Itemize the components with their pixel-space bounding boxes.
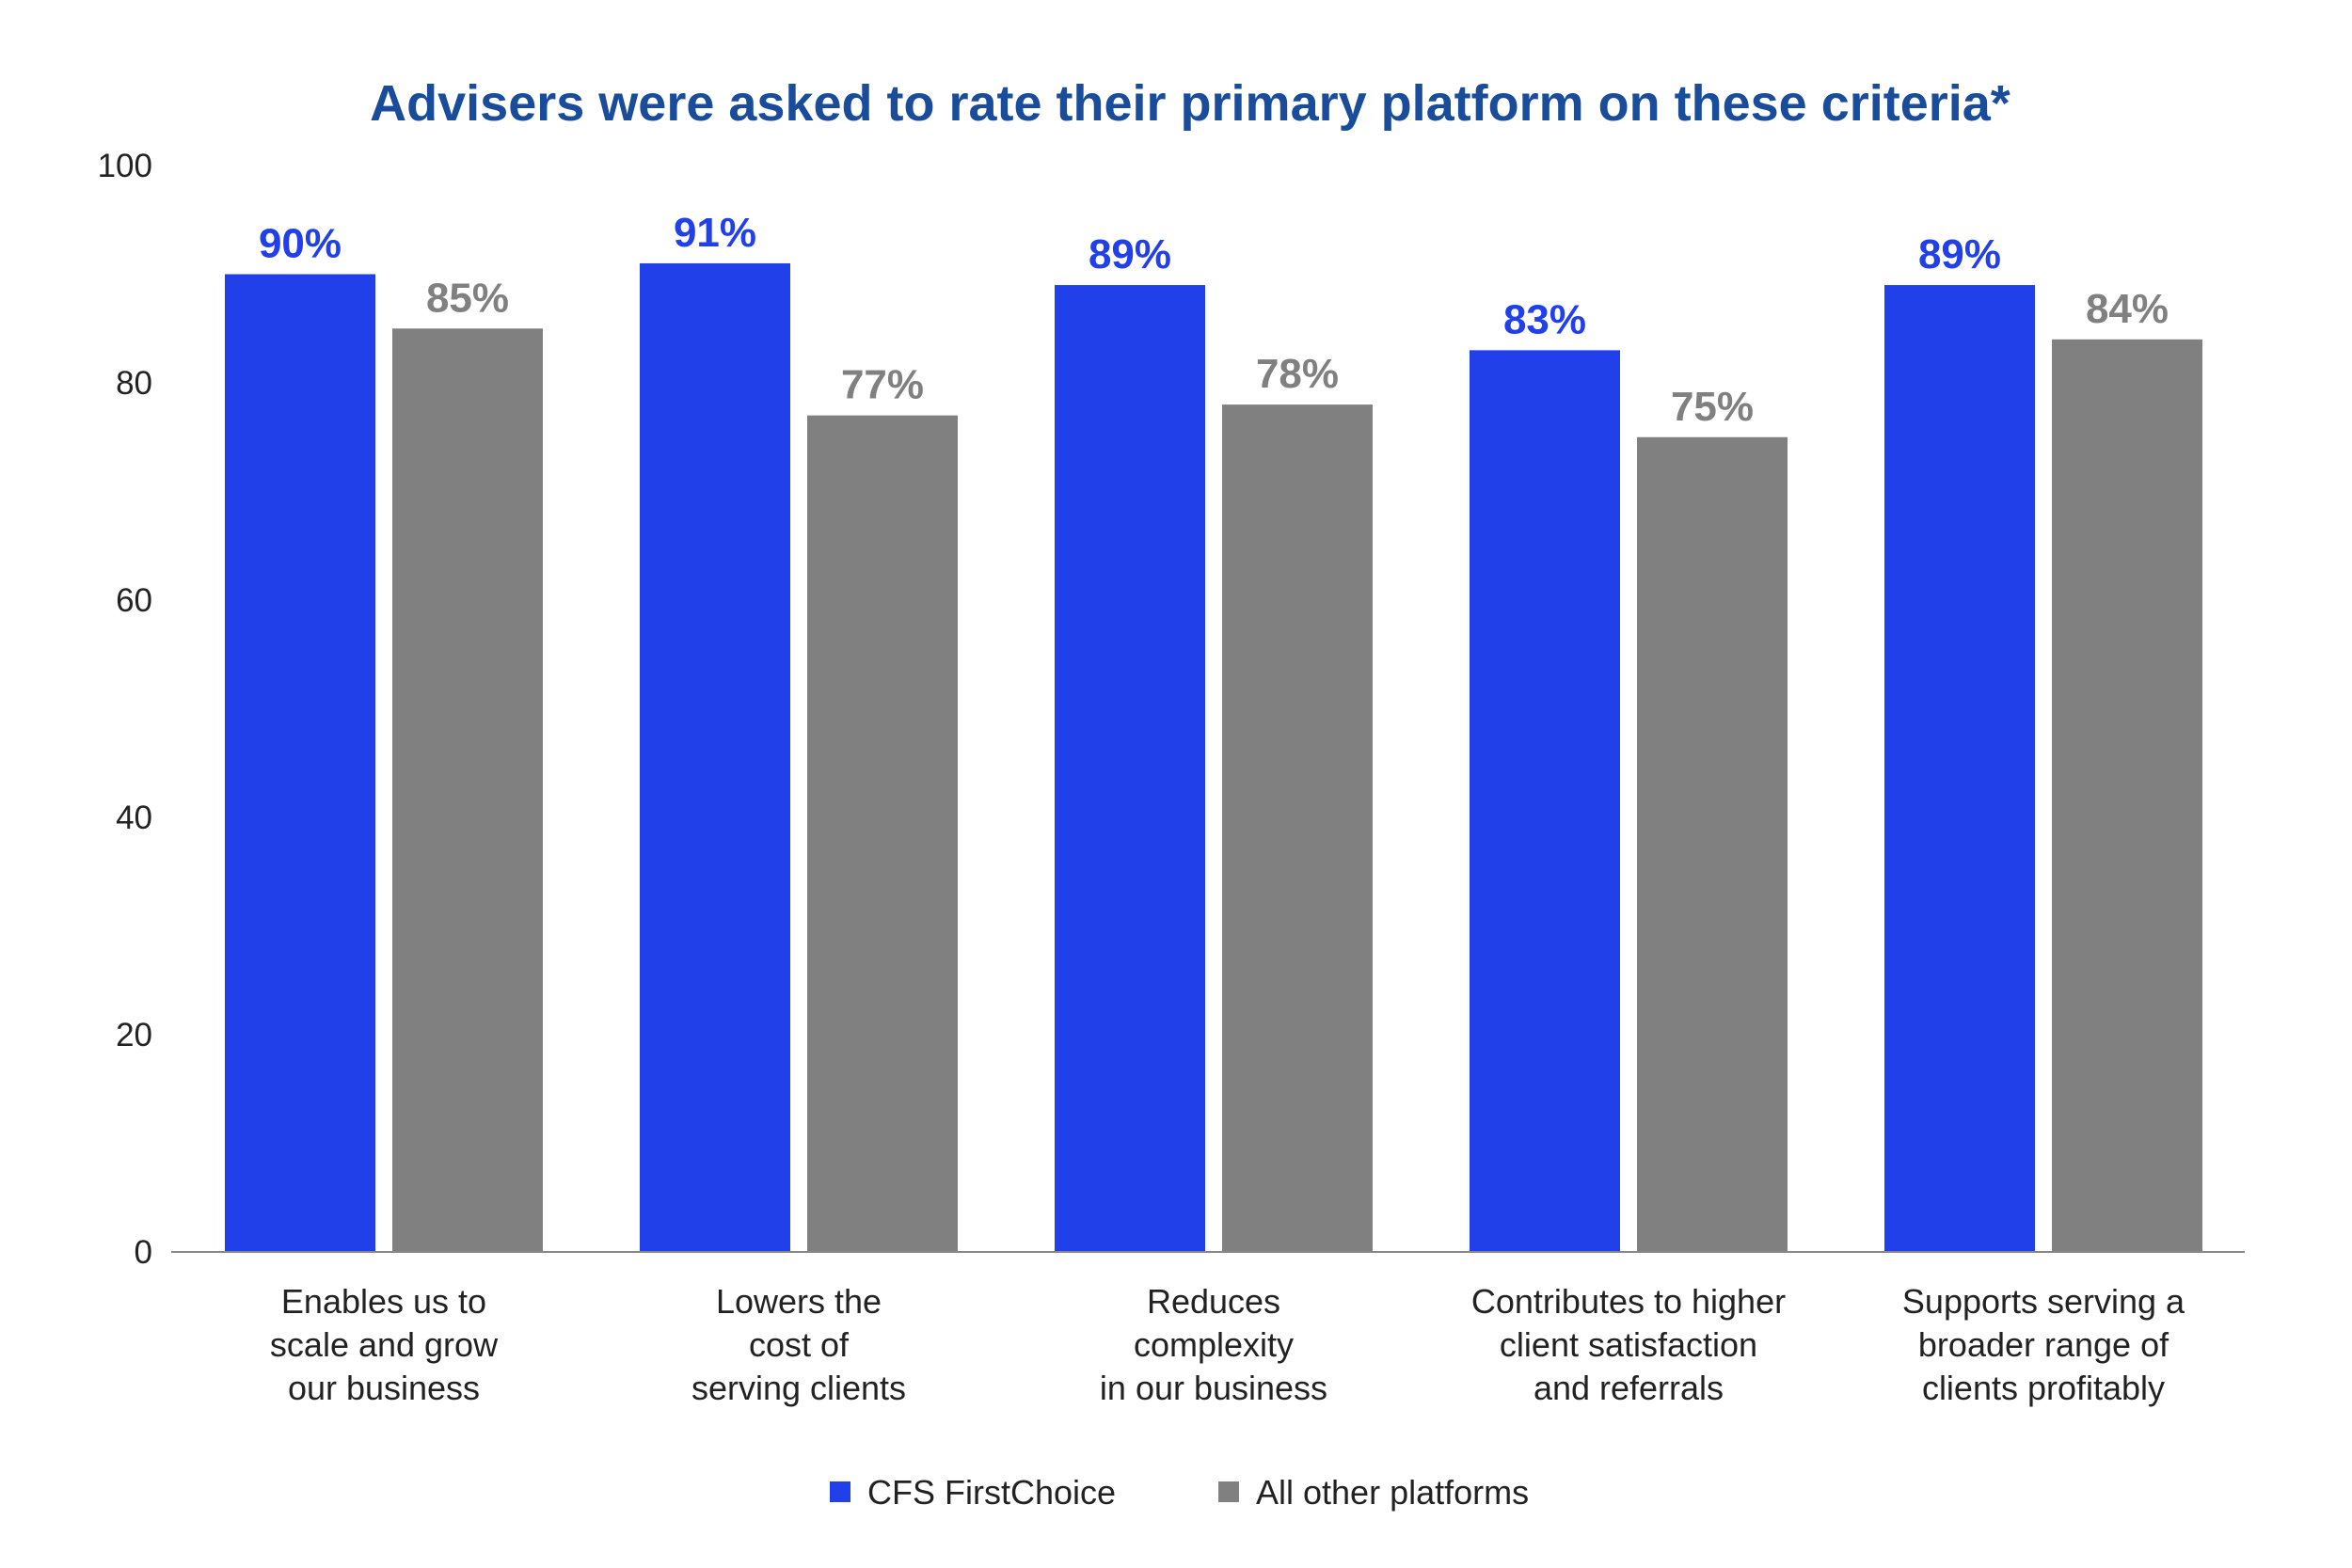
legend-label: CFS FirstChoice	[867, 1473, 1116, 1512]
data-label: 85%	[426, 275, 509, 321]
data-label: 89%	[1918, 231, 2001, 277]
data-label: 89%	[1089, 231, 1171, 277]
y-tick-label: 0	[135, 1234, 152, 1271]
category-label: client satisfaction	[1500, 1325, 1757, 1364]
bar	[1222, 404, 1373, 1253]
legend-swatch	[1218, 1481, 1239, 1502]
category-label: scale and grow	[270, 1325, 499, 1364]
category-label: Enables us to	[281, 1282, 486, 1321]
bar	[2052, 339, 2202, 1252]
bar	[1884, 285, 2035, 1252]
y-tick-label: 100	[98, 148, 152, 184]
y-axis: 0 20 40 60 80 100	[98, 148, 152, 1271]
category-label: our business	[288, 1369, 480, 1407]
bar	[1470, 350, 1620, 1253]
bar	[1055, 285, 1205, 1252]
data-label: 90%	[259, 221, 342, 267]
y-tick-label: 80	[116, 365, 152, 402]
bar	[807, 415, 958, 1252]
legend: CFS FirstChoice All other platforms	[830, 1473, 1529, 1512]
legend-swatch	[830, 1481, 850, 1502]
category-label: broader range of	[1918, 1325, 2169, 1364]
category-label: Lowers the	[716, 1282, 882, 1321]
data-label: 77%	[841, 362, 924, 408]
category-label: Contributes to higher	[1471, 1282, 1786, 1321]
data-label: 83%	[1503, 296, 1586, 342]
data-label: 91%	[674, 210, 756, 256]
category-label: Supports serving a	[1902, 1282, 2185, 1321]
bar	[1637, 436, 1788, 1252]
category-label: and referrals	[1534, 1369, 1724, 1407]
bar	[640, 262, 790, 1253]
bar	[225, 274, 375, 1252]
legend-label: All other platforms	[1256, 1473, 1529, 1512]
bar	[392, 328, 543, 1252]
category-label: in our business	[1100, 1369, 1327, 1407]
category-label: complexity	[1134, 1325, 1294, 1364]
y-tick-label: 20	[116, 1017, 152, 1053]
category-label: serving clients	[691, 1369, 906, 1407]
data-label: 78%	[1256, 351, 1339, 397]
x-axis-categories: Enables us to scale and grow our business L…	[270, 1282, 2185, 1407]
y-tick-label: 60	[116, 582, 152, 619]
category-label: clients profitably	[1922, 1369, 2165, 1407]
chart-title: Advisers were asked to rate their primar…	[370, 75, 2010, 132]
bars: 90% 85% 91% 77% 89% 78% 83% 75% 89% 84%	[225, 210, 2202, 1253]
data-label: 75%	[1671, 384, 1754, 430]
data-label: 84%	[2086, 286, 2169, 332]
category-label: cost of	[749, 1325, 850, 1364]
category-label: Reduces	[1147, 1282, 1280, 1321]
y-tick-label: 40	[116, 800, 152, 836]
